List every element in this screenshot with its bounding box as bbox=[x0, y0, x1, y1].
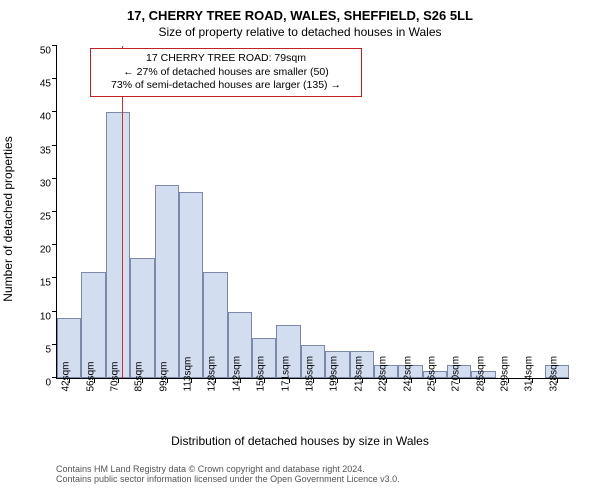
y-tick-label: 45 bbox=[40, 79, 51, 90]
footer-line2: Contains public sector information licen… bbox=[56, 474, 400, 484]
annotation-line3: 73% of semi-detached houses are larger (… bbox=[97, 79, 355, 93]
annotation-line1: 17 CHERRY TREE ROAD: 79sqm bbox=[97, 52, 355, 66]
y-tick-label: 15 bbox=[40, 278, 51, 289]
histogram-bar bbox=[106, 112, 130, 378]
y-tick-mark bbox=[52, 145, 57, 146]
y-tick-mark bbox=[52, 277, 57, 278]
annotation-box: 17 CHERRY TREE ROAD: 79sqm ← 27% of deta… bbox=[90, 48, 362, 97]
y-tick-mark bbox=[52, 78, 57, 79]
y-tick-mark bbox=[52, 178, 57, 179]
x-axis-label: Distribution of detached houses by size … bbox=[0, 434, 600, 448]
y-tick-label: 10 bbox=[40, 311, 51, 322]
y-tick-label: 20 bbox=[40, 245, 51, 256]
annotation-line2: ← 27% of detached houses are smaller (50… bbox=[97, 66, 355, 80]
chart-container: 17, CHERRY TREE ROAD, WALES, SHEFFIELD, … bbox=[0, 0, 600, 500]
y-tick-mark bbox=[52, 311, 57, 312]
y-tick-mark bbox=[52, 45, 57, 46]
y-tick-label: 5 bbox=[45, 344, 51, 355]
y-tick-label: 40 bbox=[40, 112, 51, 123]
y-tick-mark bbox=[52, 111, 57, 112]
footer-line1: Contains HM Land Registry data © Crown c… bbox=[56, 464, 400, 474]
histogram-bar bbox=[130, 258, 154, 378]
y-tick-label: 50 bbox=[40, 46, 51, 57]
chart-title-main: 17, CHERRY TREE ROAD, WALES, SHEFFIELD, … bbox=[0, 0, 600, 23]
y-tick-label: 0 bbox=[45, 378, 51, 389]
chart-title-sub: Size of property relative to detached ho… bbox=[0, 23, 600, 39]
y-tick-mark bbox=[52, 211, 57, 212]
footer-attribution: Contains HM Land Registry data © Crown c… bbox=[56, 464, 400, 484]
y-tick-label: 30 bbox=[40, 178, 51, 189]
y-tick-mark bbox=[52, 244, 57, 245]
histogram-bar bbox=[179, 192, 203, 378]
y-tick-label: 35 bbox=[40, 145, 51, 156]
y-tick-label: 25 bbox=[40, 212, 51, 223]
histogram-bar bbox=[155, 185, 179, 378]
